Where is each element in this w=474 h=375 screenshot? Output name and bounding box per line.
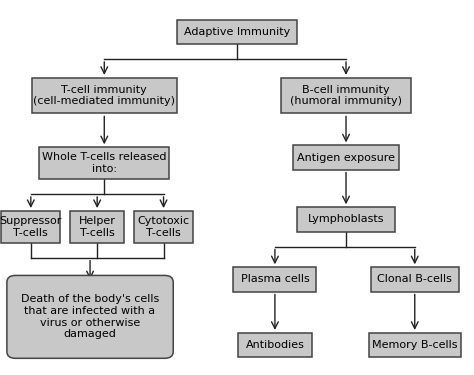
FancyBboxPatch shape [134,211,193,243]
FancyBboxPatch shape [371,267,459,292]
Text: Helper
T-cells: Helper T-cells [79,216,116,238]
FancyBboxPatch shape [70,211,124,243]
Text: Death of the body's cells
that are infected with a
virus or otherwise
damaged: Death of the body's cells that are infec… [21,294,159,339]
FancyBboxPatch shape [368,333,461,357]
FancyBboxPatch shape [292,145,399,170]
Text: Suppressor
T-cells: Suppressor T-cells [0,216,62,238]
Text: Plasma cells: Plasma cells [240,274,310,284]
FancyBboxPatch shape [39,147,170,179]
FancyBboxPatch shape [298,207,394,232]
Text: T-cell immunity
(cell-mediated immunity): T-cell immunity (cell-mediated immunity) [33,85,175,106]
Text: Memory B-cells: Memory B-cells [372,340,457,350]
Text: Antigen exposure: Antigen exposure [297,153,395,162]
FancyBboxPatch shape [7,275,173,358]
FancyBboxPatch shape [233,267,316,292]
Text: Lymphoblasts: Lymphoblasts [308,214,384,224]
FancyBboxPatch shape [238,333,311,357]
Text: Cytotoxic
T-cells: Cytotoxic T-cells [137,216,190,238]
Text: B-cell immunity
(humoral immunity): B-cell immunity (humoral immunity) [290,85,402,106]
FancyBboxPatch shape [1,211,61,243]
FancyBboxPatch shape [176,20,298,44]
Text: Adaptive Immunity: Adaptive Immunity [184,27,290,37]
Text: Whole T-cells released
into:: Whole T-cells released into: [42,152,166,174]
FancyBboxPatch shape [281,78,411,113]
Text: Clonal B-cells: Clonal B-cells [377,274,452,284]
Text: Antibodies: Antibodies [246,340,304,350]
FancyBboxPatch shape [32,78,176,113]
